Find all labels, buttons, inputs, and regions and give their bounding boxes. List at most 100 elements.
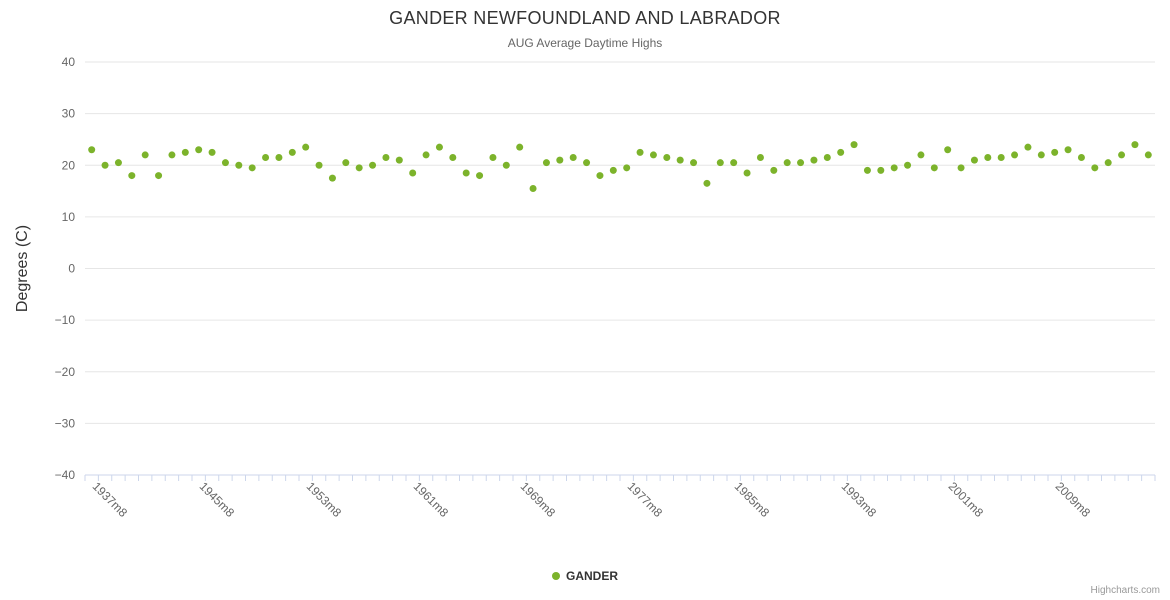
data-point[interactable] bbox=[1037, 151, 1045, 159]
data-point[interactable] bbox=[716, 159, 724, 167]
data-point[interactable] bbox=[355, 164, 363, 172]
data-point[interactable] bbox=[1118, 151, 1126, 159]
data-point[interactable] bbox=[422, 151, 430, 159]
data-point[interactable] bbox=[1011, 151, 1019, 159]
data-point[interactable] bbox=[957, 164, 965, 172]
data-point[interactable] bbox=[88, 146, 96, 154]
data-point[interactable] bbox=[1144, 151, 1152, 159]
x-axis-tick-label: 1985m8 bbox=[732, 479, 773, 520]
data-point[interactable] bbox=[1091, 164, 1099, 172]
data-point[interactable] bbox=[542, 159, 550, 167]
data-point[interactable] bbox=[649, 151, 657, 159]
data-point[interactable] bbox=[262, 154, 270, 162]
data-point[interactable] bbox=[810, 156, 818, 164]
data-point[interactable] bbox=[141, 151, 149, 159]
data-point[interactable] bbox=[756, 154, 764, 162]
data-point[interactable] bbox=[502, 161, 510, 169]
data-point[interactable] bbox=[1104, 159, 1112, 167]
highcharts-credits-link[interactable]: Highcharts.com bbox=[1090, 585, 1160, 596]
data-point[interactable] bbox=[1064, 146, 1072, 154]
data-point[interactable] bbox=[315, 161, 323, 169]
data-point[interactable] bbox=[583, 159, 591, 167]
x-axis-tick-label: 1993m8 bbox=[839, 479, 880, 520]
data-point[interactable] bbox=[101, 161, 109, 169]
y-axis-tick-label: 0 bbox=[68, 262, 75, 276]
y-axis-tick-label: 30 bbox=[62, 107, 76, 121]
data-point[interactable] bbox=[556, 156, 564, 164]
x-axis-tick-label: 1945m8 bbox=[197, 479, 238, 520]
data-point[interactable] bbox=[730, 159, 738, 167]
data-point[interactable] bbox=[970, 156, 978, 164]
data-point[interactable] bbox=[984, 154, 992, 162]
data-point[interactable] bbox=[904, 161, 912, 169]
data-point[interactable] bbox=[569, 154, 577, 162]
data-point[interactable] bbox=[1051, 148, 1059, 156]
data-point[interactable] bbox=[476, 172, 484, 180]
data-point[interactable] bbox=[1077, 154, 1085, 162]
data-point[interactable] bbox=[930, 164, 938, 172]
data-point[interactable] bbox=[516, 143, 524, 151]
data-point[interactable] bbox=[1131, 141, 1139, 149]
data-point[interactable] bbox=[837, 148, 845, 156]
data-point[interactable] bbox=[449, 154, 457, 162]
data-point[interactable] bbox=[288, 148, 296, 156]
data-point[interactable] bbox=[770, 166, 778, 174]
data-point[interactable] bbox=[235, 161, 243, 169]
data-point[interactable] bbox=[395, 156, 403, 164]
data-point[interactable] bbox=[114, 159, 122, 167]
y-axis-tick-label: −40 bbox=[55, 468, 76, 482]
data-point[interactable] bbox=[462, 169, 470, 177]
y-axis-tick-label: 20 bbox=[62, 158, 76, 172]
data-point[interactable] bbox=[676, 156, 684, 164]
data-point[interactable] bbox=[529, 184, 537, 192]
data-point[interactable] bbox=[663, 154, 671, 162]
x-axis-tick-label: 1953m8 bbox=[304, 479, 345, 520]
data-point[interactable] bbox=[596, 172, 604, 180]
data-point[interactable] bbox=[703, 179, 711, 187]
data-point[interactable] bbox=[609, 166, 617, 174]
data-point[interactable] bbox=[382, 154, 390, 162]
data-point[interactable] bbox=[369, 161, 377, 169]
data-point[interactable] bbox=[168, 151, 176, 159]
data-point[interactable] bbox=[690, 159, 698, 167]
data-point[interactable] bbox=[128, 172, 136, 180]
data-point[interactable] bbox=[797, 159, 805, 167]
chart-subtitle: AUG Average Daytime Highs bbox=[507, 36, 663, 50]
data-point[interactable] bbox=[342, 159, 350, 167]
y-axis-tick-label: −30 bbox=[55, 416, 76, 430]
data-point[interactable] bbox=[1024, 143, 1032, 151]
data-point[interactable] bbox=[863, 166, 871, 174]
data-point[interactable] bbox=[409, 169, 417, 177]
y-axis-tick-label: −10 bbox=[55, 313, 76, 327]
data-point[interactable] bbox=[997, 154, 1005, 162]
legend-item-gander[interactable]: GANDER bbox=[0, 569, 1170, 583]
data-point[interactable] bbox=[636, 148, 644, 156]
data-point[interactable] bbox=[221, 159, 229, 167]
x-axis-tick-label: 1969m8 bbox=[518, 479, 559, 520]
data-point[interactable] bbox=[181, 148, 189, 156]
y-axis-tick-label: −20 bbox=[55, 365, 76, 379]
data-point[interactable] bbox=[208, 148, 216, 156]
legend-label: GANDER bbox=[565, 569, 618, 583]
data-point[interactable] bbox=[195, 146, 203, 154]
data-point[interactable] bbox=[877, 166, 885, 174]
data-point[interactable] bbox=[783, 159, 791, 167]
data-point[interactable] bbox=[890, 164, 898, 172]
data-point[interactable] bbox=[623, 164, 631, 172]
x-axis-tick-label: 1937m8 bbox=[90, 479, 131, 520]
data-point[interactable] bbox=[489, 154, 497, 162]
chart-title: GANDER NEWFOUNDLAND AND LABRADOR bbox=[389, 8, 781, 28]
data-point[interactable] bbox=[155, 172, 163, 180]
y-axis-tick-label: 10 bbox=[62, 210, 76, 224]
data-point[interactable] bbox=[275, 154, 283, 162]
data-point[interactable] bbox=[248, 164, 256, 172]
data-point[interactable] bbox=[328, 174, 336, 182]
data-point[interactable] bbox=[302, 143, 310, 151]
data-point[interactable] bbox=[435, 143, 443, 151]
data-point[interactable] bbox=[823, 154, 831, 162]
data-point[interactable] bbox=[917, 151, 925, 159]
data-point[interactable] bbox=[850, 141, 858, 149]
data-point[interactable] bbox=[743, 169, 751, 177]
data-point[interactable] bbox=[944, 146, 952, 154]
